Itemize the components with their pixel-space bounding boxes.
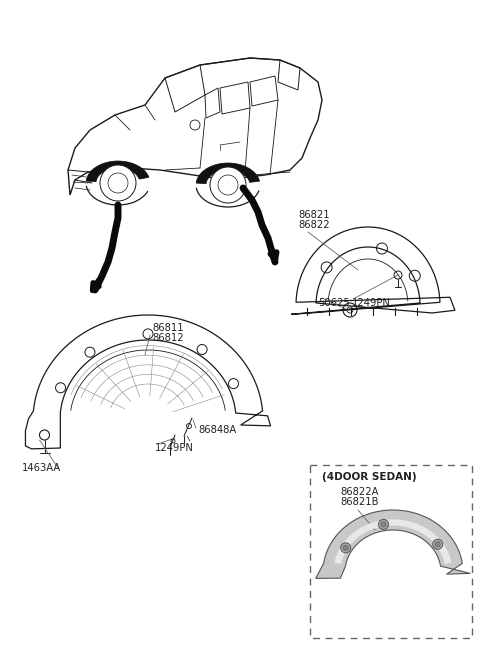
Circle shape (379, 520, 388, 529)
Text: (4DOOR SEDAN): (4DOOR SEDAN) (322, 472, 417, 482)
Bar (310, 465, 472, 638)
Circle shape (433, 539, 443, 549)
Circle shape (381, 522, 386, 527)
Circle shape (100, 165, 136, 201)
Polygon shape (196, 163, 260, 184)
Circle shape (341, 543, 351, 553)
Circle shape (435, 542, 440, 546)
Text: 86822A: 86822A (340, 487, 379, 497)
Polygon shape (316, 510, 470, 579)
Circle shape (210, 167, 246, 203)
Polygon shape (86, 161, 149, 182)
Text: 50625: 50625 (318, 298, 350, 308)
Text: 86821B: 86821B (340, 497, 379, 507)
Text: 86812: 86812 (152, 333, 184, 343)
Circle shape (343, 545, 348, 550)
Text: 1249PN: 1249PN (155, 443, 194, 453)
Text: 1249PN: 1249PN (352, 298, 391, 308)
Text: 86821: 86821 (298, 210, 330, 220)
Text: 1463AA: 1463AA (22, 463, 61, 473)
Text: 86822: 86822 (298, 220, 330, 230)
Polygon shape (335, 520, 452, 564)
Text: 86848A: 86848A (198, 425, 236, 435)
Text: 86811: 86811 (152, 323, 184, 333)
